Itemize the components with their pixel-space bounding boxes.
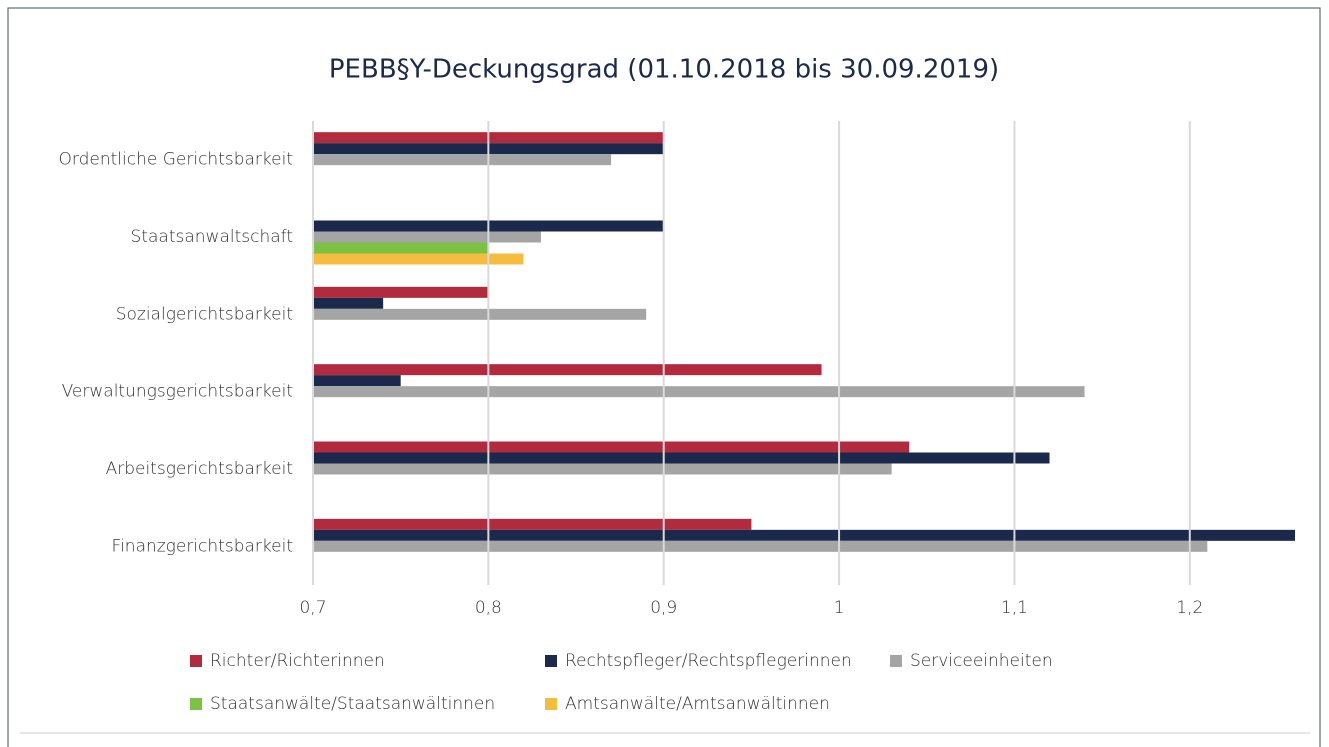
bar xyxy=(313,375,401,387)
legend-swatch xyxy=(890,655,902,667)
bar xyxy=(313,529,1295,541)
legend-label: Richter/Richterinnen xyxy=(210,651,385,671)
bar xyxy=(313,463,892,475)
bar xyxy=(313,154,612,166)
bar xyxy=(313,540,1208,552)
bar xyxy=(313,308,647,320)
y-tick-label: Finanzgerichtsbarkeit xyxy=(112,536,293,556)
x-tick-label: 1,1 xyxy=(1001,598,1028,618)
legend-swatch xyxy=(190,698,202,710)
x-tick-label: 1,2 xyxy=(1176,598,1203,618)
frame xyxy=(7,7,1321,747)
legend-label: Amtsanwälte/Amtsanwältinnen xyxy=(565,694,830,714)
legend-label: Rechtspfleger/Rechtspflegerinnen xyxy=(565,651,852,671)
legend-label: Serviceeinheiten xyxy=(910,651,1053,671)
bar xyxy=(313,441,910,453)
bar xyxy=(313,242,489,254)
bar xyxy=(313,297,384,309)
bar xyxy=(313,364,822,376)
x-tick-label: 1 xyxy=(834,598,845,618)
y-tick-label: Sozialgerichtsbarkeit xyxy=(116,304,293,324)
bar xyxy=(313,518,752,530)
x-tick-label: 0,8 xyxy=(475,598,502,618)
y-tick-label: Verwaltungsgerichtsbarkeit xyxy=(62,382,293,402)
y-tick-label: Ordentliche Gerichtsbarkeit xyxy=(59,150,293,170)
legend-swatch xyxy=(545,655,557,667)
bar xyxy=(313,231,541,243)
bar xyxy=(313,452,1050,464)
bar xyxy=(313,253,524,265)
legend-label: Staatsanwälte/Staatsanwältinnen xyxy=(210,694,495,714)
y-tick-label: Staatsanwaltschaft xyxy=(131,227,293,247)
chart-title: PEBB§Y-Deckungsgrad (01.10.2018 bis 30.0… xyxy=(329,55,999,85)
legend-swatch xyxy=(190,655,202,667)
bar xyxy=(313,386,1085,398)
y-tick-label: Arbeitsgerichtsbarkeit xyxy=(106,459,293,479)
bar xyxy=(313,286,489,298)
x-tick-label: 0,9 xyxy=(650,598,677,618)
legend-swatch xyxy=(545,698,557,710)
x-tick-label: 0,7 xyxy=(299,598,326,618)
